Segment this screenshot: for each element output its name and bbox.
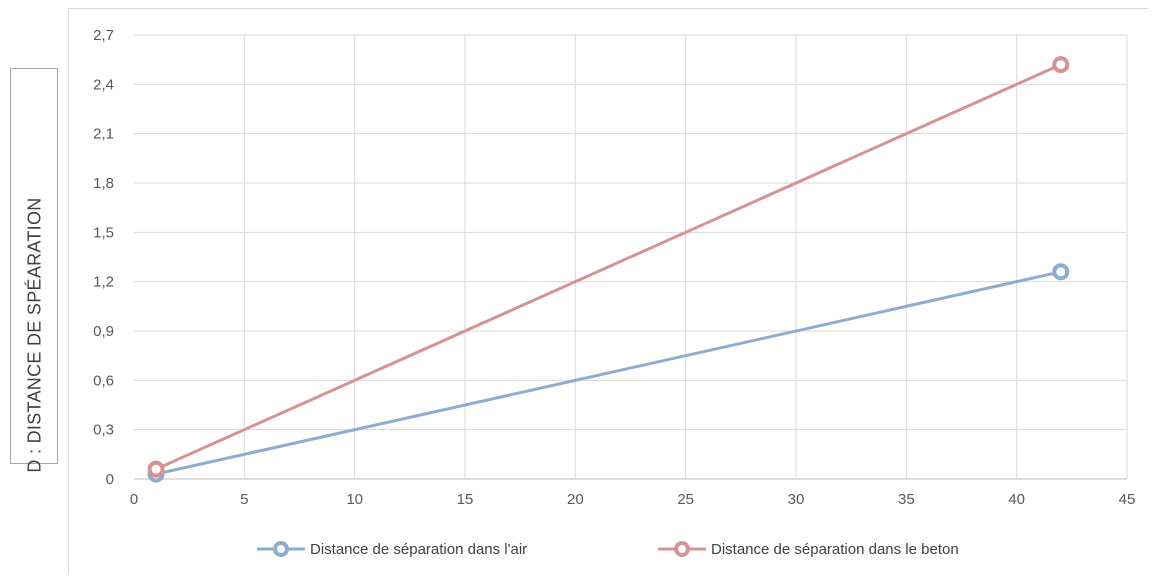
x-tick-label: 35 [898, 491, 915, 508]
legend-label: Distance de séparation dans l'air [310, 541, 527, 558]
y-tick-label: 0,3 [93, 422, 114, 439]
y-tick-label: 0 [106, 471, 114, 488]
x-tick-label: 10 [346, 491, 363, 508]
x-tick-label: 45 [1119, 491, 1136, 508]
x-tick-label: 40 [1008, 491, 1025, 508]
y-tick-label: 1,8 [93, 175, 114, 192]
grid [134, 34, 1128, 479]
series [147, 56, 1070, 483]
data-point-center [1059, 63, 1063, 67]
x-tick-labels: 0 5 10 15 20 25 30 35 40 45 [130, 491, 1136, 508]
y-tick-label: 2,4 [93, 76, 114, 93]
chart-frame [68, 8, 1148, 574]
y-tick-label: 1,5 [93, 224, 114, 241]
data-point-center [1059, 270, 1063, 274]
data-point-center [154, 467, 158, 471]
legend: Distance de séparation dans l'air Distanc… [257, 541, 959, 558]
series-line [155, 63, 1062, 471]
legend-label: Distance de séparation dans le beton [711, 541, 959, 558]
x-tick-label: 5 [240, 491, 248, 508]
y-tick-label: 0,9 [93, 323, 114, 340]
y-axis-title-box: D : DISTANCE DE SPÉARATION [10, 68, 58, 473]
legend-marker [674, 541, 690, 557]
x-tick-label: 25 [677, 491, 694, 508]
y-tick-label: 1,2 [93, 274, 114, 291]
y-tick-label: 2,7 [93, 27, 114, 44]
x-tick-label: 30 [788, 491, 805, 508]
x-tick-label: 15 [457, 491, 474, 508]
x-tick-label: 0 [130, 491, 138, 508]
y-tick-label: 2,1 [93, 126, 114, 143]
legend-marker [273, 541, 289, 557]
series-line [155, 270, 1062, 476]
y-tick-label: 0,6 [93, 372, 114, 389]
x-tick-label: 20 [567, 491, 584, 508]
y-tick-labels: 0 0,3 0,6 0,9 1,2 1,5 1,8 2,1 2,4 2,7 [93, 27, 114, 488]
